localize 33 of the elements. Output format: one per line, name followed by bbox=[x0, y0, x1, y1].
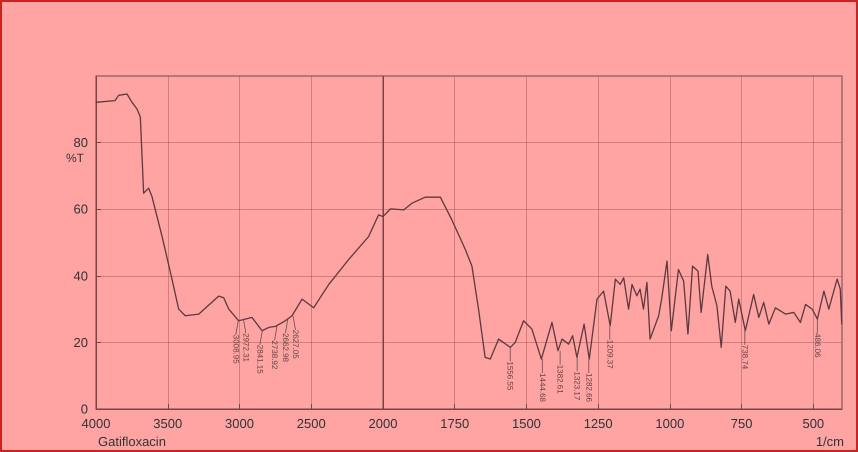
annotation: 2972.31 bbox=[241, 333, 250, 363]
y-axis-title: %T bbox=[66, 151, 85, 165]
y-tick-label: 20 bbox=[74, 334, 88, 350]
x-tick-label: 750 bbox=[730, 416, 752, 431]
y-tick-label: 60 bbox=[74, 202, 88, 217]
x-tick-label: 1750 bbox=[440, 416, 470, 431]
x-tick-label: 1500 bbox=[512, 416, 541, 431]
annotation: 1382.61 bbox=[556, 364, 565, 394]
text: Gatifloxacin bbox=[98, 434, 166, 449]
annotation: 738.74 bbox=[740, 344, 750, 370]
x-tick-label: 1250 bbox=[584, 416, 613, 431]
x-tick-label: 3000 bbox=[225, 416, 254, 431]
x-tick-label: 3500 bbox=[153, 416, 182, 431]
annotation: 2738.92 bbox=[270, 340, 280, 370]
x-tick-label: 500 bbox=[802, 416, 824, 431]
y-tick-label: 0 bbox=[80, 402, 88, 416]
annotation: 2662.98 bbox=[280, 333, 290, 363]
x-tick-label: 1000 bbox=[655, 416, 684, 431]
annotation: 1209.37 bbox=[605, 340, 614, 370]
x-tick-label: 4000 bbox=[82, 416, 110, 431]
y-tick-label: 80 bbox=[74, 135, 88, 150]
annotation: 1556.55 bbox=[506, 361, 515, 391]
annotation: 1444.68 bbox=[538, 373, 547, 403]
annotation: 3008.95 bbox=[231, 334, 240, 364]
x-tick-label: 2000 bbox=[368, 416, 398, 431]
annotation: 486.06 bbox=[812, 333, 822, 358]
annotation: 1282.66 bbox=[584, 373, 594, 403]
annotation: 2841.15 bbox=[255, 344, 264, 374]
annotation: 1323.17 bbox=[572, 371, 582, 401]
x-tick-label: 2500 bbox=[296, 416, 326, 431]
x-axis-title: 1/cm bbox=[816, 434, 844, 449]
annotation: 2627.05 bbox=[290, 330, 300, 360]
y-tick-label: 40 bbox=[74, 268, 88, 284]
